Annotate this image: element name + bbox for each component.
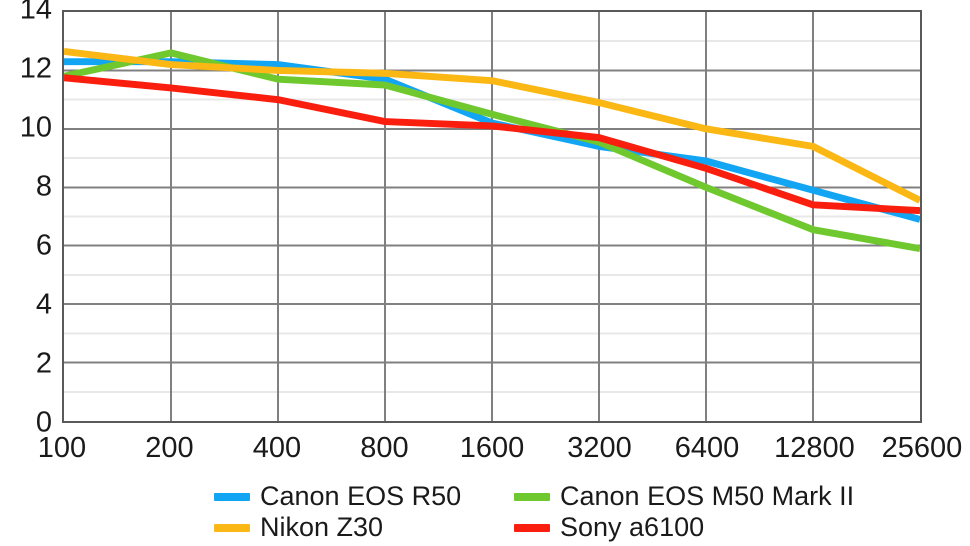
y-tick-label: 14 bbox=[19, 0, 52, 26]
y-tick-label: 4 bbox=[35, 288, 52, 321]
x-axis: 100 200 400 800 1600 3200 6400 12800 25600 bbox=[38, 432, 963, 472]
legend-item[interactable]: Nikon Z30 bbox=[214, 512, 514, 543]
series-line-3 bbox=[64, 74, 920, 215]
x-tick-label: 6400 bbox=[674, 432, 740, 464]
legend-label: Nikon Z30 bbox=[260, 512, 384, 542]
legend: Canon EOS R50 Canon EOS M50 Mark II Nikon … bbox=[214, 481, 854, 543]
legend-color-swatch bbox=[214, 492, 250, 501]
legend-label: Canon EOS M50 Mark II bbox=[560, 481, 855, 511]
y-tick-label: 10 bbox=[19, 111, 52, 144]
plot-area bbox=[62, 10, 922, 423]
series-line-2 bbox=[64, 47, 920, 204]
y-tick-label: 0 bbox=[35, 406, 52, 439]
legend-label: Sony a6100 bbox=[560, 512, 705, 542]
x-tick-label: 1600 bbox=[459, 432, 525, 464]
y-tick-label: 2 bbox=[35, 347, 52, 380]
x-tick-label: 25600 bbox=[881, 432, 963, 464]
series-lines bbox=[64, 47, 920, 253]
legend-item[interactable]: Sony a6100 bbox=[514, 512, 834, 543]
legend-label: Canon EOS R50 bbox=[260, 481, 462, 511]
x-tick-label: 200 bbox=[145, 432, 194, 464]
legend-color-swatch bbox=[514, 523, 550, 532]
y-tick-label: 6 bbox=[35, 229, 52, 262]
x-tick-label: 100 bbox=[37, 432, 87, 464]
y-tick-label: 8 bbox=[35, 170, 52, 203]
legend-item[interactable]: Canon EOS R50 bbox=[214, 481, 514, 512]
series-line-1 bbox=[64, 49, 920, 253]
legend-color-swatch bbox=[214, 523, 250, 532]
y-axis: 0 2 4 6 8 10 12 14 bbox=[0, 0, 52, 546]
x-tick-label: 800 bbox=[360, 432, 409, 464]
y-tick-label: 12 bbox=[19, 52, 52, 85]
x-tick-label: 3200 bbox=[567, 432, 632, 464]
x-tick-label: 12800 bbox=[774, 432, 855, 464]
legend-color-swatch bbox=[514, 492, 550, 501]
legend-item[interactable]: Canon EOS M50 Mark II bbox=[514, 481, 854, 512]
x-tick-label: 400 bbox=[252, 432, 302, 464]
